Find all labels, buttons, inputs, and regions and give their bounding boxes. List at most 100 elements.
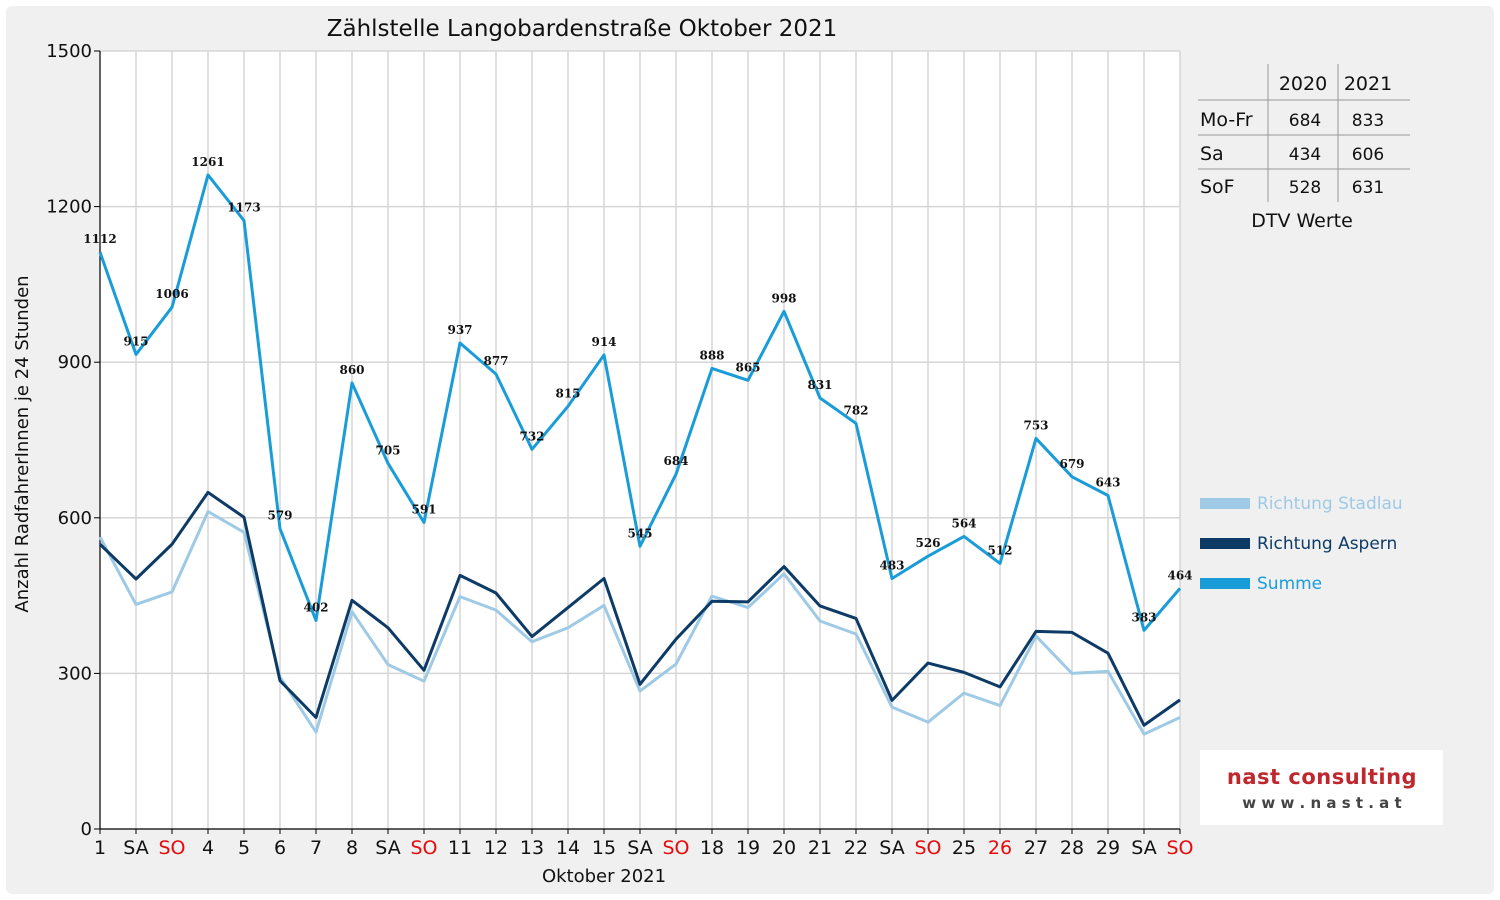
y-tick-label: 900 <box>58 352 92 373</box>
x-tick-label: 20 <box>772 837 796 859</box>
data-label: 1112 <box>83 232 116 246</box>
legend-entry: Summe <box>1257 574 1322 594</box>
data-label: 1006 <box>155 287 188 301</box>
x-tick-label: 28 <box>1060 837 1084 859</box>
x-tick-label: SO <box>158 837 185 859</box>
legend-entry: Richtung Stadlau <box>1257 494 1403 514</box>
data-label: 705 <box>375 443 400 457</box>
x-tick-label: 27 <box>1024 837 1048 859</box>
x-tick-label: 11 <box>448 837 472 859</box>
dtv-cell: 833 <box>1352 111 1384 131</box>
data-label: 860 <box>339 363 364 377</box>
data-label: 877 <box>483 354 508 368</box>
logo-line2: w w w . n a s t . a t <box>1242 794 1401 812</box>
dtv-cell: 528 <box>1289 178 1321 198</box>
data-label: 679 <box>1059 457 1084 471</box>
data-label: 937 <box>447 323 472 337</box>
dtv-row-label-mofr: Mo-Fr <box>1200 109 1253 131</box>
x-tick-label: SA <box>627 837 652 859</box>
dtv-table: 2020 2021 Mo-Fr 684 833 Sa 434 606 SoF 5… <box>1198 64 1410 232</box>
data-label: 914 <box>591 335 616 349</box>
x-tick-label: 25 <box>952 837 976 859</box>
legend: Richtung Stadlau Richtung Aspern Summe <box>1200 494 1403 594</box>
x-axis-label: Oktober 2021 <box>542 866 666 887</box>
data-label: 483 <box>879 558 904 572</box>
y-tick-label: 1200 <box>46 197 92 218</box>
x-tick-label: 5 <box>238 837 250 859</box>
data-label: 815 <box>555 386 580 400</box>
x-tick-label: SO <box>410 837 437 859</box>
x-tick-labels: 1 SA SO 4 5 6 7 8 SA SO 11 12 13 14 15 SA SO 18 19 20 21 22 SA… <box>94 837 1194 859</box>
y-tick-labels: 0 300 600 900 1200 1500 <box>46 41 92 840</box>
data-label: 564 <box>951 516 976 530</box>
y-tick-label: 600 <box>58 508 92 529</box>
y-axis-label: Anzahl RadfahrerInnen je 24 Stunden <box>12 275 33 612</box>
data-label: 512 <box>987 543 1012 557</box>
data-label: 545 <box>627 526 652 540</box>
data-label: 464 <box>1167 568 1192 582</box>
nast-logo: nast consulting w w w . n a s t . a t <box>1200 750 1443 825</box>
dtv-row-label-sa: Sa <box>1200 143 1224 165</box>
data-label: 753 <box>1023 418 1048 432</box>
x-tick-label: 6 <box>274 837 286 859</box>
dtv-row-label-sof: SoF <box>1200 176 1235 198</box>
x-tick-label: 15 <box>592 837 616 859</box>
dtv-cell: 606 <box>1352 145 1384 165</box>
data-label: 915 <box>123 334 148 348</box>
chart-frame: 0 300 600 900 1200 1500 1 SA SO 4 5 6 7 8 SA SO 11 12 13 1… <box>6 6 1494 894</box>
series-lines <box>98 173 1182 736</box>
data-label: 782 <box>843 403 868 417</box>
x-tick-label: 8 <box>346 837 358 859</box>
x-tick-label: SA <box>123 837 148 859</box>
chart-title: Zählstelle Langobardenstraße Oktober 202… <box>327 16 838 42</box>
data-label: 865 <box>735 360 760 374</box>
data-label: 1173 <box>227 201 260 215</box>
data-label: 998 <box>771 291 796 305</box>
logo-line1: nast consulting <box>1227 765 1417 789</box>
dtv-cell: 434 <box>1289 145 1321 165</box>
data-label: 684 <box>663 454 688 468</box>
data-label: 579 <box>267 509 292 523</box>
x-tick-label: 13 <box>520 837 544 859</box>
x-tick-label: 26 <box>988 837 1012 859</box>
legend-swatch <box>1200 578 1250 589</box>
data-label: 643 <box>1095 475 1120 489</box>
dtv-header-2020: 2020 <box>1279 73 1327 95</box>
x-tick-label: 18 <box>700 837 724 859</box>
x-tick-label: SA <box>1131 837 1156 859</box>
x-tick-label: SO <box>662 837 689 859</box>
x-tick-label: 12 <box>484 837 508 859</box>
data-label: 732 <box>519 429 544 443</box>
dtv-caption: DTV Werte <box>1251 210 1353 232</box>
y-tick-label: 0 <box>81 819 92 840</box>
dtv-cell: 684 <box>1289 111 1321 131</box>
data-labels: 1112 915 1006 1261 1173 579 402 860 705 591 937 877… <box>83 155 1192 624</box>
y-tick-label: 300 <box>58 663 92 684</box>
dtv-header-2021: 2021 <box>1344 73 1392 95</box>
data-label: 831 <box>807 378 832 392</box>
dtv-cell: 631 <box>1352 178 1384 198</box>
legend-swatch <box>1200 538 1250 549</box>
x-tick-label: 21 <box>808 837 832 859</box>
x-tick-label: 29 <box>1096 837 1120 859</box>
data-label: 591 <box>411 502 436 516</box>
x-tick-label: 4 <box>202 837 214 859</box>
series-line-summe <box>98 173 1182 632</box>
x-tick-label: 1 <box>94 837 106 859</box>
x-tick-label: 22 <box>844 837 868 859</box>
data-label: 888 <box>699 348 724 362</box>
x-tick-label: 14 <box>556 837 580 859</box>
data-label: 402 <box>303 600 328 614</box>
x-tick-label: SA <box>375 837 400 859</box>
data-label: 383 <box>1131 610 1156 624</box>
x-tick-label: 7 <box>310 837 322 859</box>
legend-swatch <box>1200 498 1250 509</box>
y-tick-label: 1500 <box>46 41 92 62</box>
data-label: 526 <box>915 536 940 550</box>
legend-entry: Richtung Aspern <box>1257 534 1397 554</box>
data-label: 1261 <box>191 155 224 169</box>
x-tick-label: SO <box>1166 837 1193 859</box>
x-tick-label: SO <box>914 837 941 859</box>
x-tick-label: SA <box>879 837 904 859</box>
